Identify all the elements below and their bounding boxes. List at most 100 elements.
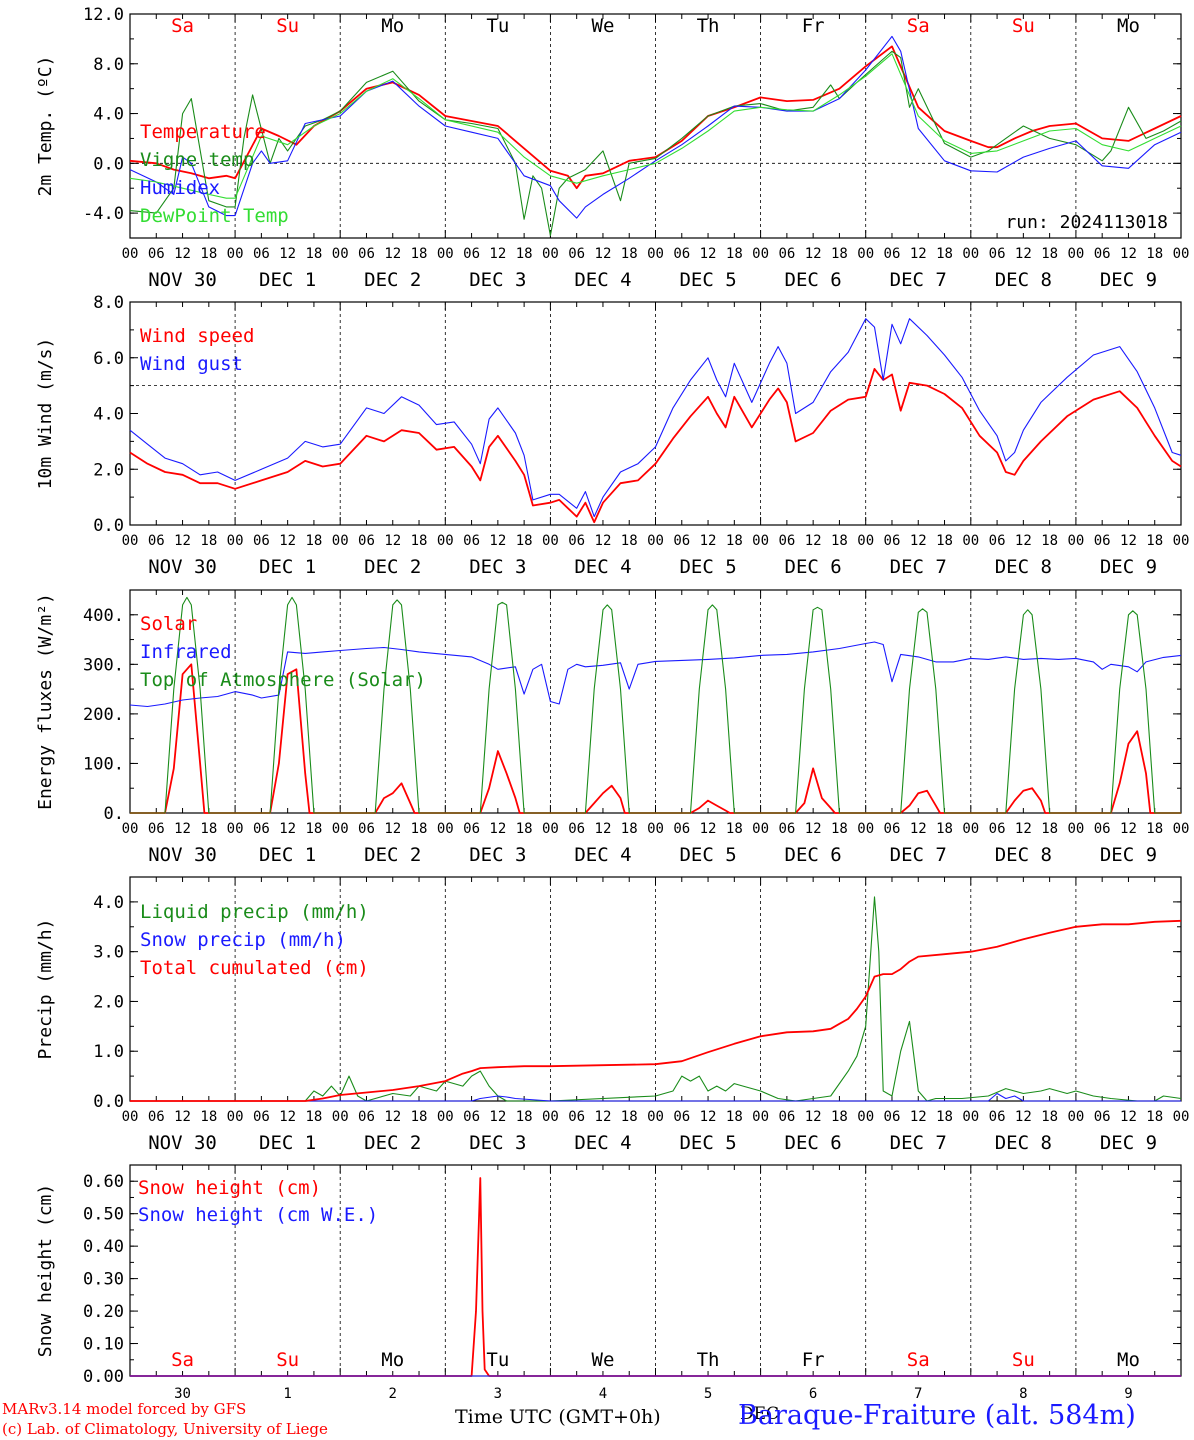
hour-tick-label: 00: [122, 533, 139, 549]
hour-tick-label: 00: [647, 1109, 664, 1125]
hour-tick-label: 18: [305, 821, 322, 837]
hour-tick-label: 00: [647, 533, 664, 549]
hour-tick-label: 00: [227, 533, 244, 549]
date-label: DEC 6: [785, 556, 842, 578]
hour-tick-label: 00: [542, 1109, 559, 1125]
hour-tick-label: 06: [253, 246, 270, 262]
hour-tick-label: 12: [910, 533, 927, 549]
hour-tick-label: 06: [253, 1109, 270, 1125]
hour-tick-label: 12: [595, 533, 612, 549]
y-tick-label: 4.0: [93, 893, 124, 913]
weekday-label: Mo: [381, 1349, 404, 1371]
y-tick-label: 6.0: [93, 349, 124, 369]
hour-tick-label: 00: [1173, 1109, 1190, 1125]
hour-tick-label: 00: [752, 821, 769, 837]
date-label: DEC 4: [574, 269, 631, 291]
hour-tick-label: 00: [542, 246, 559, 262]
day-number-label: 7: [914, 1386, 922, 1402]
hour-tick-label: 00: [962, 1109, 979, 1125]
date-label: DEC 1: [259, 1132, 316, 1154]
day-number-label: 5: [704, 1386, 712, 1402]
hour-tick-label: 00: [857, 1109, 874, 1125]
hour-tick-label: 06: [463, 246, 480, 262]
hour-tick-label: 00: [1173, 246, 1190, 262]
y-tick-label: 0.0: [93, 516, 124, 536]
hour-tick-label: 18: [1041, 1109, 1058, 1125]
hour-tick-label: 18: [411, 1109, 428, 1125]
plot-frame: [129, 301, 1182, 526]
y-axis-label: Snow height (cm): [35, 1184, 56, 1357]
hour-tick-label: 18: [936, 821, 953, 837]
weekday-label: Su: [1012, 15, 1035, 37]
hour-tick-label: 06: [884, 1109, 901, 1125]
hour-tick-label: 12: [1120, 821, 1137, 837]
date-label: DEC 8: [995, 556, 1052, 578]
date-label: DEC 9: [1100, 1132, 1157, 1154]
day-number-label: 6: [809, 1386, 817, 1402]
weekday-label: Sa: [171, 1349, 194, 1371]
hour-tick-label: 00: [437, 821, 454, 837]
y-tick-label: 0.00: [83, 1367, 124, 1387]
weekday-label: Tu: [486, 1349, 509, 1371]
y-tick-label: 0.0: [93, 1092, 124, 1112]
date-label: DEC 9: [1100, 269, 1157, 291]
hour-tick-label: 00: [437, 1109, 454, 1125]
weekday-label: Sa: [171, 15, 194, 37]
hour-tick-label: 12: [1120, 246, 1137, 262]
hour-tick-label: 00: [857, 533, 874, 549]
hour-tick-label: 12: [174, 1109, 191, 1125]
weekday-label: We: [592, 1349, 615, 1371]
hour-tick-label: 00: [227, 1109, 244, 1125]
legend-entry: Snow precip (mm/h): [140, 929, 346, 951]
hour-tick-label: 06: [989, 533, 1006, 549]
day-number-label: 9: [1124, 1386, 1132, 1402]
hour-tick-label: 18: [305, 246, 322, 262]
hour-tick-label: 06: [778, 246, 795, 262]
hour-tick-label: 18: [831, 1109, 848, 1125]
series-vigne-temp: [129, 50, 1182, 237]
hour-tick-label: 06: [463, 533, 480, 549]
hour-tick-label: 00: [122, 1109, 139, 1125]
hour-tick-label: 12: [805, 533, 822, 549]
date-label: DEC 4: [574, 556, 631, 578]
legend-entry: Wind speed: [140, 325, 254, 347]
y-tick-label: 0.60: [83, 1172, 124, 1192]
hour-tick-label: 18: [411, 246, 428, 262]
hour-tick-label: 18: [200, 533, 217, 549]
hour-tick-label: 12: [384, 1109, 401, 1125]
y-tick-label: 1.0: [93, 1042, 124, 1062]
date-label: DEC 9: [1100, 844, 1157, 866]
y-tick-label: 12.0: [83, 5, 124, 25]
hour-tick-label: 06: [778, 821, 795, 837]
date-label: DEC 3: [469, 1132, 526, 1154]
date-label: DEC 7: [890, 556, 947, 578]
hour-tick-label: 06: [884, 246, 901, 262]
hour-tick-label: 00: [122, 246, 139, 262]
station-name: Baraque-Fraiture (alt. 584m): [738, 1400, 1136, 1431]
hour-tick-label: 06: [778, 533, 795, 549]
legend-entry: Humidex: [140, 177, 220, 199]
hour-tick-label: 18: [200, 246, 217, 262]
hour-tick-label: 18: [305, 1109, 322, 1125]
hour-tick-label: 18: [621, 1109, 638, 1125]
hour-tick-label: 12: [1120, 533, 1137, 549]
hour-tick-label: 12: [489, 246, 506, 262]
y-tick-label: 8.0: [93, 293, 124, 313]
hour-tick-label: 00: [1067, 1109, 1084, 1125]
hour-tick-label: 00: [752, 246, 769, 262]
hour-tick-label: 00: [962, 246, 979, 262]
date-label: NOV 30: [148, 844, 217, 866]
hour-tick-label: 12: [489, 533, 506, 549]
weekday-label: Su: [1012, 1349, 1035, 1371]
hour-tick-label: 06: [568, 246, 585, 262]
hour-tick-label: 18: [200, 1109, 217, 1125]
date-label: DEC 2: [364, 844, 421, 866]
legend-entry: Infrared: [140, 641, 232, 663]
y-tick-label: 2.0: [93, 992, 124, 1012]
y-tick-label: 400.: [83, 606, 124, 626]
hour-tick-label: 12: [279, 821, 296, 837]
hour-tick-label: 06: [673, 1109, 690, 1125]
overlap-label: DEC: [740, 1404, 780, 1424]
weekday-label: Tu: [486, 15, 509, 37]
legend-entry: Vigne temp: [140, 149, 254, 171]
